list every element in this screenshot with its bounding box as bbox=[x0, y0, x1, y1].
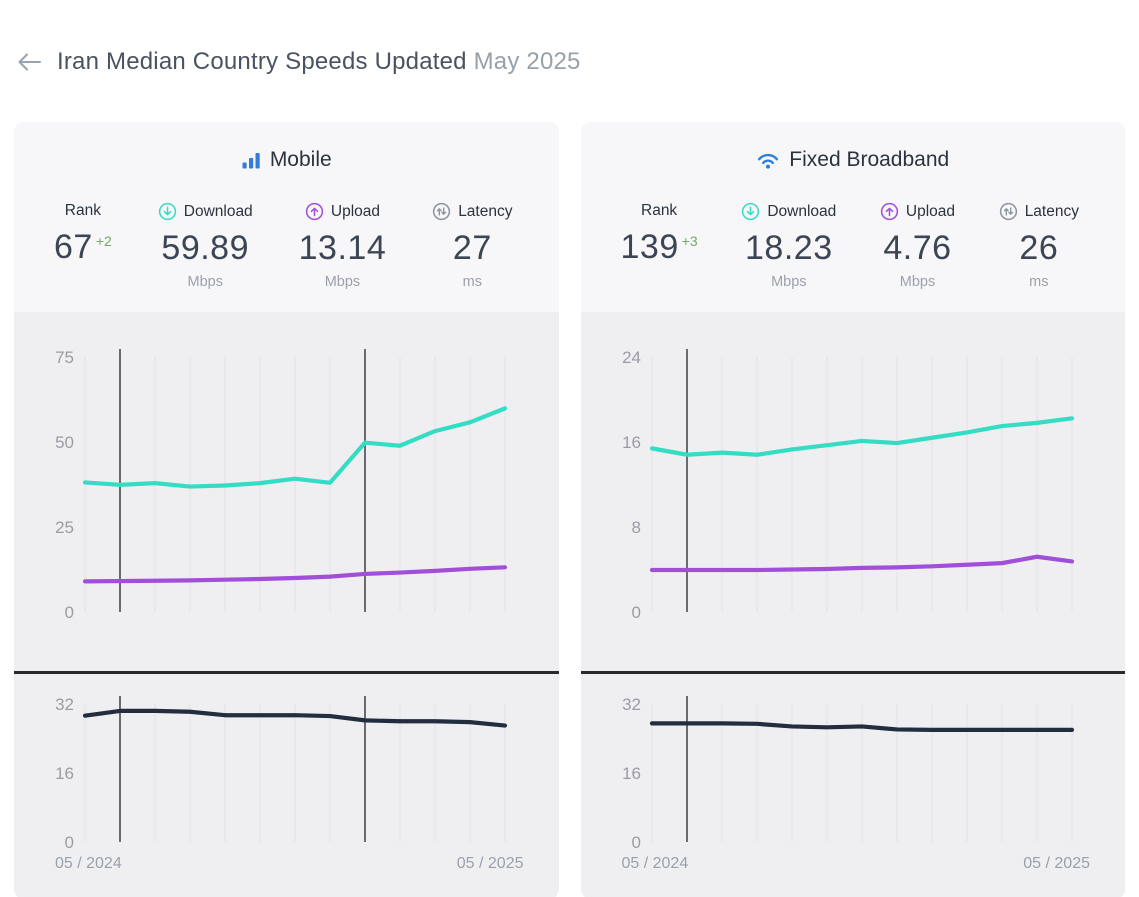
fixed-card-header: Fixed Broadband Rank 139 +3 Downloa bbox=[580, 122, 1126, 312]
stat-upload: Upload 13.14 Mbps bbox=[298, 202, 387, 290]
chart-divider bbox=[580, 670, 1125, 674]
card-title-label: Fixed Broadband bbox=[789, 148, 950, 172]
fixed-charts: 24 16 8 0 32 16 0 05 / 2024 05 / 2025 bbox=[580, 311, 1126, 897]
stat-download: Download 18.23 Mbps bbox=[741, 202, 837, 290]
upload-unit: Mbps bbox=[324, 273, 361, 290]
fixed-x-axis: 05 / 2024 05 / 2025 bbox=[581, 849, 1126, 897]
cards-row: Mobile Rank 67 +2 Download bbox=[14, 122, 1125, 897]
rank-value: 67 bbox=[54, 228, 93, 267]
stat-label: Rank bbox=[641, 202, 678, 220]
y-tick-label: 24 bbox=[622, 348, 641, 367]
rank-delta: +3 bbox=[681, 232, 698, 249]
upload-line bbox=[82, 564, 508, 584]
y-tick-label: 25 bbox=[55, 518, 74, 537]
stat-rank: Rank 67 +2 bbox=[54, 202, 112, 289]
latency-circle-icon bbox=[999, 203, 1017, 221]
download-value: 59.89 bbox=[161, 229, 250, 268]
mobile-card: Mobile Rank 67 +2 Download bbox=[14, 122, 559, 897]
y-tick-label: 32 bbox=[622, 695, 641, 714]
fixed-card-title: Fixed Broadband bbox=[581, 148, 1126, 172]
rank-value: 139 bbox=[620, 228, 679, 267]
upload-unit: Mbps bbox=[899, 273, 936, 290]
card-title-label: Mobile bbox=[269, 148, 332, 172]
back-button[interactable] bbox=[16, 51, 42, 73]
stat-upload: Upload 4.76 Mbps bbox=[880, 202, 956, 290]
x-axis-start-label: 05 / 2024 bbox=[621, 854, 689, 872]
wifi-icon bbox=[758, 154, 779, 169]
download-line bbox=[649, 415, 1074, 457]
download-line bbox=[82, 405, 508, 489]
fixed-broadband-card: Fixed Broadband Rank 139 +3 Downloa bbox=[580, 122, 1126, 897]
x-axis-start-label: 05 / 2024 bbox=[55, 854, 122, 872]
stat-download: Download 59.89 Mbps bbox=[158, 202, 253, 290]
latency-value: 27 bbox=[452, 229, 492, 268]
y-tick-label: 32 bbox=[55, 695, 74, 714]
latency-line bbox=[82, 708, 508, 728]
latency-line bbox=[649, 720, 1074, 732]
fixed-speed-chart[interactable]: 24 16 8 0 bbox=[581, 318, 1126, 671]
stat-label: Latency bbox=[1024, 202, 1079, 220]
mobile-speed-chart[interactable]: 75 50 25 0 bbox=[14, 318, 559, 671]
y-tick-label: 0 bbox=[65, 833, 74, 849]
stat-label: Rank bbox=[64, 202, 101, 220]
latency-unit: ms bbox=[1029, 273, 1049, 290]
mobile-x-axis: 05 / 2024 05 / 2025 bbox=[14, 849, 559, 897]
y-tick-label: 16 bbox=[55, 764, 74, 783]
stat-label: Download bbox=[767, 202, 837, 220]
y-tick-label: 8 bbox=[631, 518, 640, 537]
upload-value: 4.76 bbox=[883, 229, 952, 268]
fixed-stats-row: Rank 139 +3 Download 18.23 Mbps bbox=[581, 202, 1126, 289]
page-header: Iran Median Country Speeds Updated May 2… bbox=[16, 32, 1125, 92]
stat-latency: Latency 27 ms bbox=[432, 202, 513, 290]
rank-delta: +2 bbox=[95, 232, 112, 249]
mobile-charts: 75 50 25 0 32 16 0 05 / 2024 05 / 2025 bbox=[14, 311, 559, 897]
y-tick-label: 0 bbox=[631, 603, 640, 622]
mobile-latency-chart[interactable]: 32 16 0 bbox=[14, 674, 559, 849]
latency-unit: ms bbox=[462, 273, 482, 290]
download-unit: Mbps bbox=[187, 273, 223, 290]
page-title: Iran Median Country Speeds Updated May 2… bbox=[57, 48, 581, 76]
latency-circle-icon bbox=[433, 203, 451, 221]
y-tick-label: 16 bbox=[622, 433, 641, 452]
y-tick-label: 75 bbox=[55, 348, 74, 367]
x-axis-end-label: 05 / 2025 bbox=[456, 854, 524, 872]
mobile-card-title: Mobile bbox=[14, 148, 559, 172]
download-value: 18.23 bbox=[745, 229, 833, 268]
mobile-stats-row: Rank 67 +2 Download 59.89 Mbps bbox=[14, 202, 559, 289]
y-tick-label: 0 bbox=[65, 603, 74, 622]
y-tick-label: 50 bbox=[55, 433, 74, 452]
stat-label: Latency bbox=[458, 202, 513, 220]
stat-latency: Latency 26 ms bbox=[999, 202, 1079, 290]
stat-label: Upload bbox=[905, 202, 956, 220]
stat-rank: Rank 139 +3 bbox=[621, 202, 698, 289]
upload-value: 13.14 bbox=[298, 229, 387, 268]
bar-chart-icon bbox=[242, 153, 260, 169]
upload-circle-icon bbox=[305, 203, 324, 221]
y-tick-label: 16 bbox=[622, 764, 641, 783]
fixed-latency-chart[interactable]: 32 16 0 bbox=[581, 674, 1126, 849]
download-unit: Mbps bbox=[771, 273, 807, 290]
latency-value: 26 bbox=[1019, 229, 1059, 268]
download-circle-icon bbox=[742, 203, 760, 221]
y-tick-label: 0 bbox=[631, 833, 640, 849]
upload-circle-icon bbox=[880, 203, 899, 221]
stat-label: Download bbox=[183, 202, 253, 220]
download-circle-icon bbox=[158, 203, 176, 221]
arrow-left-icon bbox=[18, 53, 41, 71]
upload-line bbox=[649, 554, 1074, 572]
stat-label: Upload bbox=[330, 202, 380, 220]
page-title-date: May 2025 bbox=[473, 48, 581, 76]
page-title-text: Iran Median Country Speeds Updated bbox=[57, 48, 467, 76]
mobile-card-header: Mobile Rank 67 +2 Download bbox=[14, 122, 559, 312]
x-axis-end-label: 05 / 2025 bbox=[1023, 854, 1090, 872]
chart-divider bbox=[14, 670, 559, 674]
